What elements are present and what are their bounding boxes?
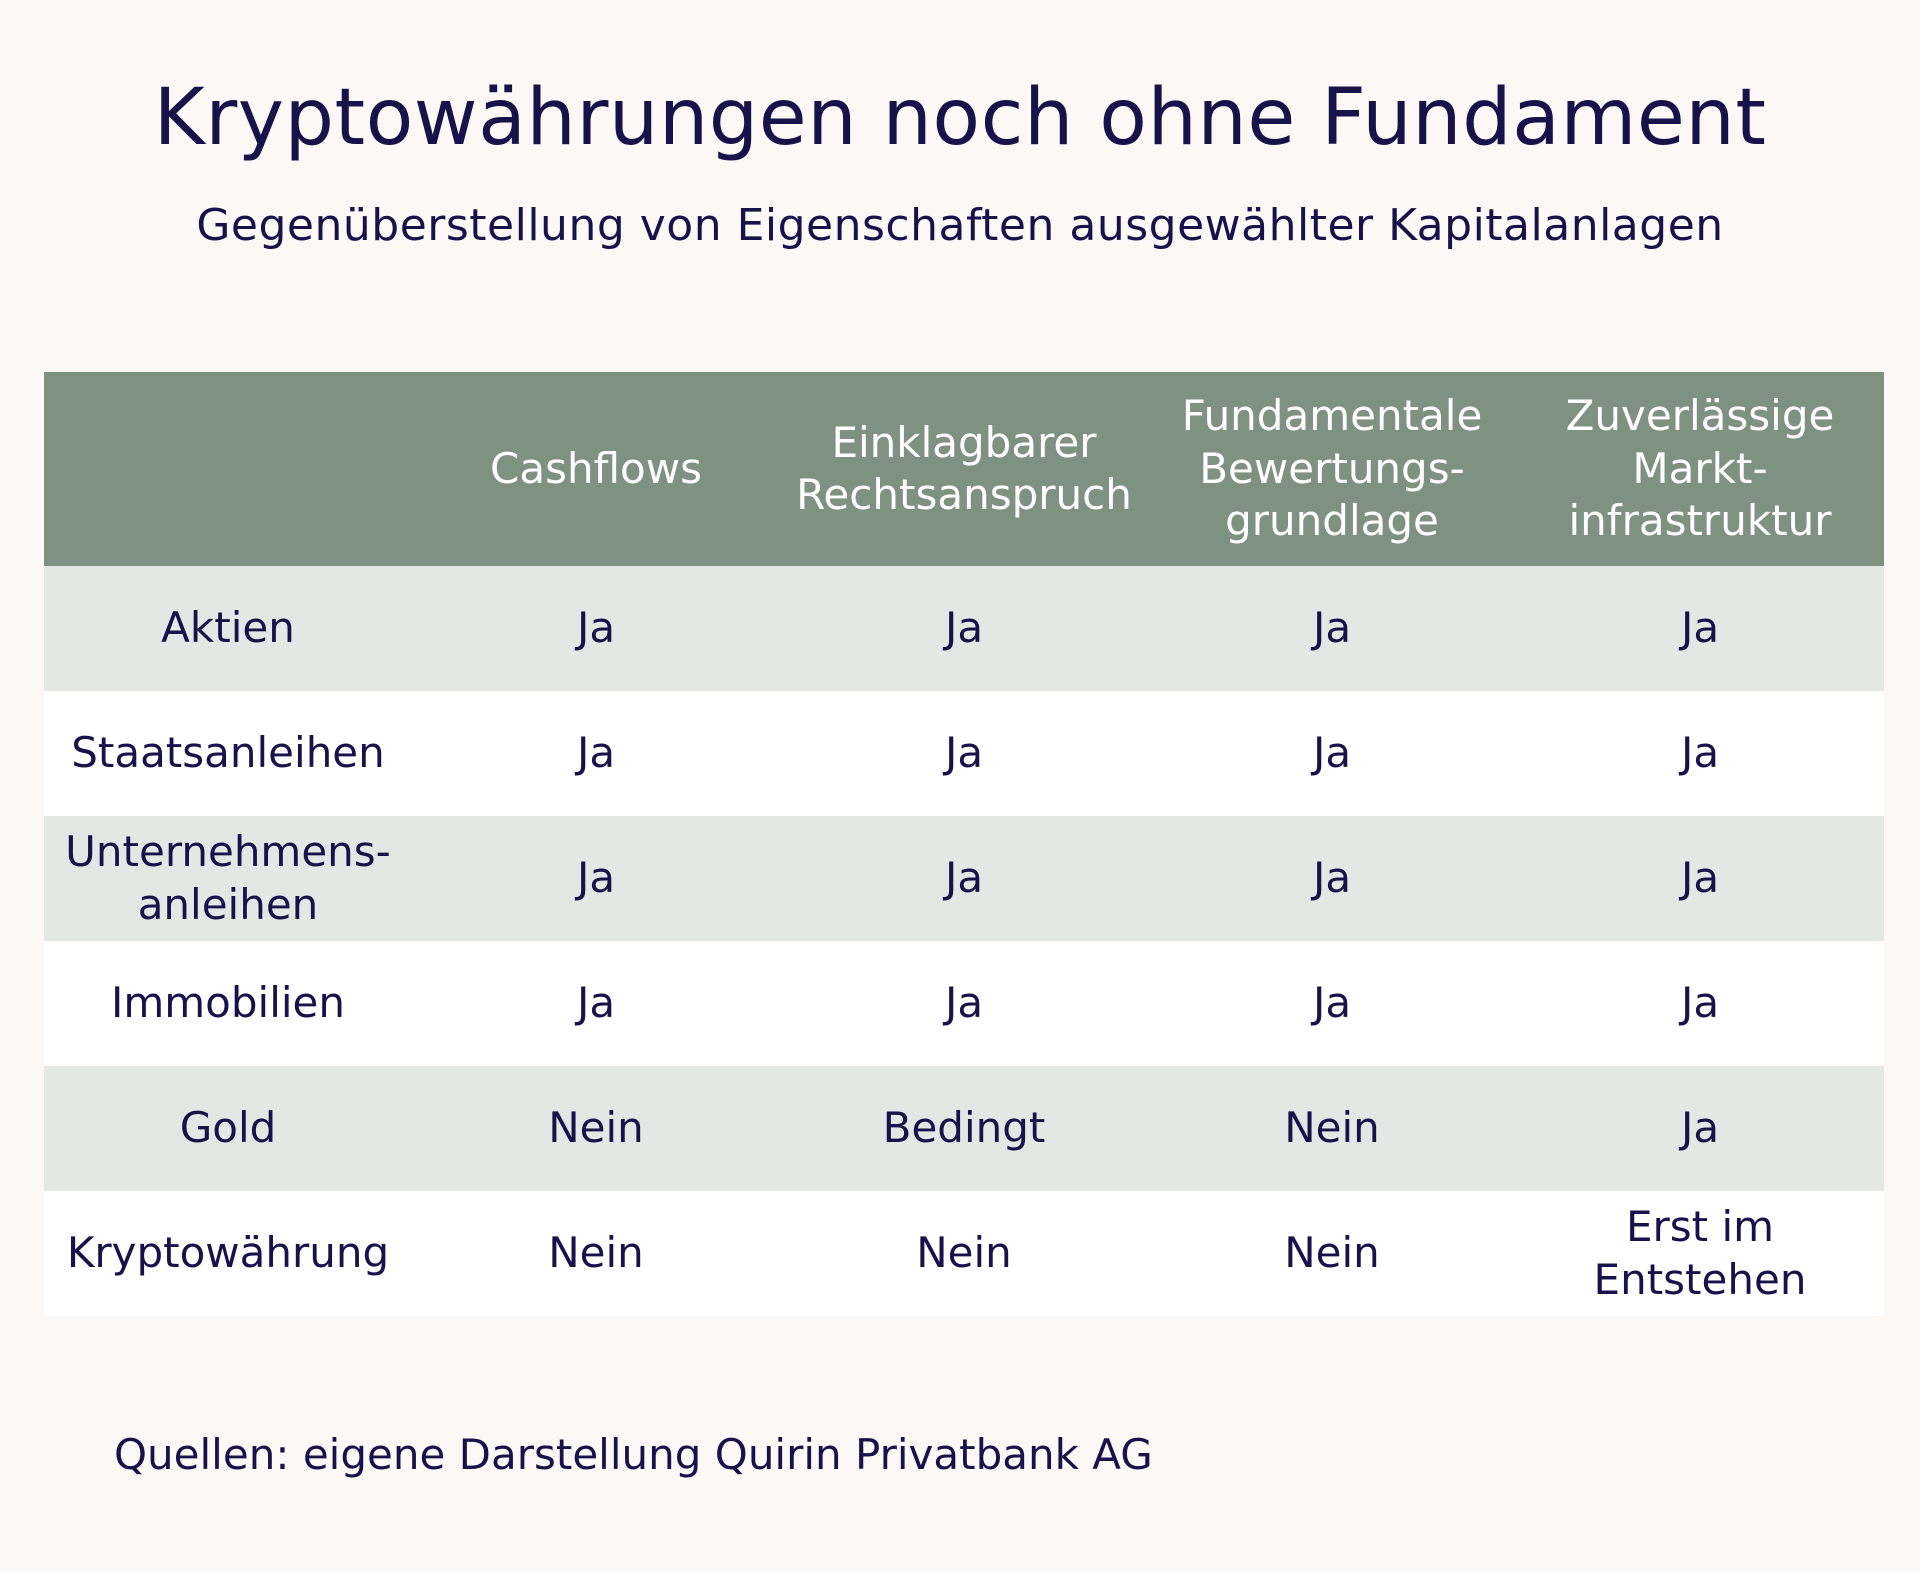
table-cell: Nein	[1284, 1228, 1380, 1278]
table-cell: Ja	[1312, 603, 1352, 653]
table-cell: Ja	[1680, 1103, 1720, 1153]
table-row: Staatsanleihen Ja Ja Ja Ja	[44, 691, 1884, 816]
row-label: Aktien	[161, 603, 295, 653]
row-label: Kryptowährung	[66, 1228, 390, 1278]
table-cell: Bedingt	[882, 1103, 1046, 1153]
table-cell: Ja	[1312, 728, 1352, 778]
column-header-cashflows: Cashflows	[490, 443, 702, 493]
chart-subtitle: Gegenüberstellung von Eigenschaften ausg…	[196, 200, 1724, 251]
table-cell: Ja	[576, 728, 616, 778]
table-cell: Ja	[944, 853, 984, 903]
table-cell: Nein	[548, 1228, 644, 1278]
source-note: Quellen: eigene Darstellung Quirin Priva…	[114, 1430, 1153, 1479]
table-cell: Ja	[1680, 853, 1720, 903]
table-cell: Ja	[1312, 853, 1352, 903]
row-label: Immobilien	[110, 978, 346, 1028]
row-label: Staatsanleihen	[71, 728, 385, 778]
table-header-row: Cashflows Einklagbarer Rechtsanspruch Fu…	[44, 372, 1884, 566]
row-label: Unternehmens- anleihen	[65, 827, 391, 929]
table-cell: Ja	[1680, 978, 1720, 1028]
table-row: Unternehmens- anleihen Ja Ja Ja Ja	[44, 816, 1884, 941]
table-row: Aktien Ja Ja Ja Ja	[44, 566, 1884, 691]
column-header-corner	[44, 372, 412, 566]
chart-title: Kryptowährungen noch ohne Fundament	[153, 73, 1767, 163]
table-cell: Ja	[944, 603, 984, 653]
table-cell: Ja	[576, 603, 616, 653]
table-row: Kryptowährung Nein Nein Nein Erst im Ent…	[44, 1191, 1884, 1316]
table-cell: Ja	[576, 853, 616, 903]
table-cell: Nein	[1284, 1103, 1380, 1153]
table-cell: Ja	[1312, 978, 1352, 1028]
table-cell: Ja	[576, 978, 616, 1028]
column-header-rechtsanspruch: Einklagbarer Rechtsanspruch	[796, 417, 1132, 520]
table-cell: Ja	[1680, 728, 1720, 778]
column-header-bewertungsgrundlage: Fundamentale Bewertungs- grundlage	[1181, 391, 1483, 546]
table-cell: Ja	[944, 978, 984, 1028]
comparison-table: Cashflows Einklagbarer Rechtsanspruch Fu…	[44, 372, 1884, 1316]
table-row: Immobilien Ja Ja Ja Ja	[44, 941, 1884, 1066]
table-cell: Ja	[944, 728, 984, 778]
table-cell: Nein	[916, 1228, 1012, 1278]
column-header-marktinfrastruktur: Zuverlässige Markt- infrastruktur	[1565, 391, 1835, 546]
table-row: Gold Nein Bedingt Nein Ja	[44, 1066, 1884, 1191]
table-cell: Erst im Entstehen	[1593, 1202, 1807, 1304]
table-cell: Ja	[1680, 603, 1720, 653]
table-cell: Nein	[548, 1103, 644, 1153]
row-label: Gold	[179, 1103, 277, 1153]
